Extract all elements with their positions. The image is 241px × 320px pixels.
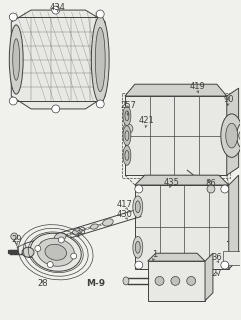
Ellipse shape xyxy=(171,276,180,285)
Text: 27: 27 xyxy=(212,269,222,278)
Circle shape xyxy=(71,253,77,259)
Polygon shape xyxy=(135,185,229,269)
Ellipse shape xyxy=(91,16,109,103)
Ellipse shape xyxy=(125,150,129,160)
Circle shape xyxy=(207,185,215,193)
Circle shape xyxy=(9,13,17,21)
Circle shape xyxy=(221,185,229,193)
Circle shape xyxy=(96,10,104,18)
Ellipse shape xyxy=(30,233,81,271)
Ellipse shape xyxy=(54,233,66,241)
Ellipse shape xyxy=(125,111,129,121)
Text: M-9: M-9 xyxy=(86,279,105,288)
Ellipse shape xyxy=(95,28,105,92)
Circle shape xyxy=(9,97,17,105)
Ellipse shape xyxy=(45,244,67,260)
Text: 86: 86 xyxy=(206,179,216,188)
Text: 29: 29 xyxy=(11,235,21,244)
Polygon shape xyxy=(11,10,105,109)
Polygon shape xyxy=(135,175,229,185)
Ellipse shape xyxy=(133,236,143,258)
Ellipse shape xyxy=(9,25,23,94)
Circle shape xyxy=(135,185,143,193)
Ellipse shape xyxy=(13,39,20,80)
Ellipse shape xyxy=(123,106,131,126)
Ellipse shape xyxy=(237,122,241,149)
Text: 90: 90 xyxy=(223,94,234,104)
Polygon shape xyxy=(148,261,205,301)
Ellipse shape xyxy=(73,228,82,235)
Polygon shape xyxy=(125,84,227,96)
Circle shape xyxy=(221,261,229,269)
Circle shape xyxy=(52,105,60,113)
Text: 257: 257 xyxy=(120,101,136,110)
Ellipse shape xyxy=(103,219,113,226)
Circle shape xyxy=(135,261,143,269)
Circle shape xyxy=(123,124,133,134)
Ellipse shape xyxy=(226,123,238,148)
Ellipse shape xyxy=(221,114,241,157)
Circle shape xyxy=(96,100,104,108)
Ellipse shape xyxy=(90,224,98,229)
Text: 430: 430 xyxy=(117,210,133,219)
Text: 33: 33 xyxy=(75,227,86,236)
Ellipse shape xyxy=(135,241,140,253)
Bar xyxy=(223,251,241,265)
Circle shape xyxy=(52,6,60,14)
Circle shape xyxy=(58,237,64,243)
Text: 419: 419 xyxy=(189,82,205,91)
Ellipse shape xyxy=(155,276,164,285)
Circle shape xyxy=(239,130,241,141)
Polygon shape xyxy=(125,96,227,175)
Text: 434: 434 xyxy=(50,3,66,12)
Ellipse shape xyxy=(123,277,129,285)
Text: 1: 1 xyxy=(152,250,157,259)
Ellipse shape xyxy=(133,196,143,218)
Text: 421: 421 xyxy=(139,116,154,125)
Ellipse shape xyxy=(37,238,74,266)
Text: 435: 435 xyxy=(163,178,179,187)
Ellipse shape xyxy=(123,146,131,165)
Circle shape xyxy=(11,233,18,240)
Circle shape xyxy=(47,261,53,268)
Polygon shape xyxy=(229,175,239,269)
Text: 36: 36 xyxy=(212,253,222,262)
Circle shape xyxy=(35,245,41,252)
Ellipse shape xyxy=(135,201,140,213)
Ellipse shape xyxy=(22,247,34,257)
Polygon shape xyxy=(148,253,205,261)
Ellipse shape xyxy=(125,131,129,140)
Polygon shape xyxy=(205,253,213,301)
Ellipse shape xyxy=(123,126,131,146)
Ellipse shape xyxy=(187,276,196,285)
Text: 417: 417 xyxy=(117,200,133,209)
Text: 28: 28 xyxy=(38,279,48,288)
Polygon shape xyxy=(227,88,239,175)
Polygon shape xyxy=(17,244,27,255)
Bar xyxy=(122,93,230,178)
